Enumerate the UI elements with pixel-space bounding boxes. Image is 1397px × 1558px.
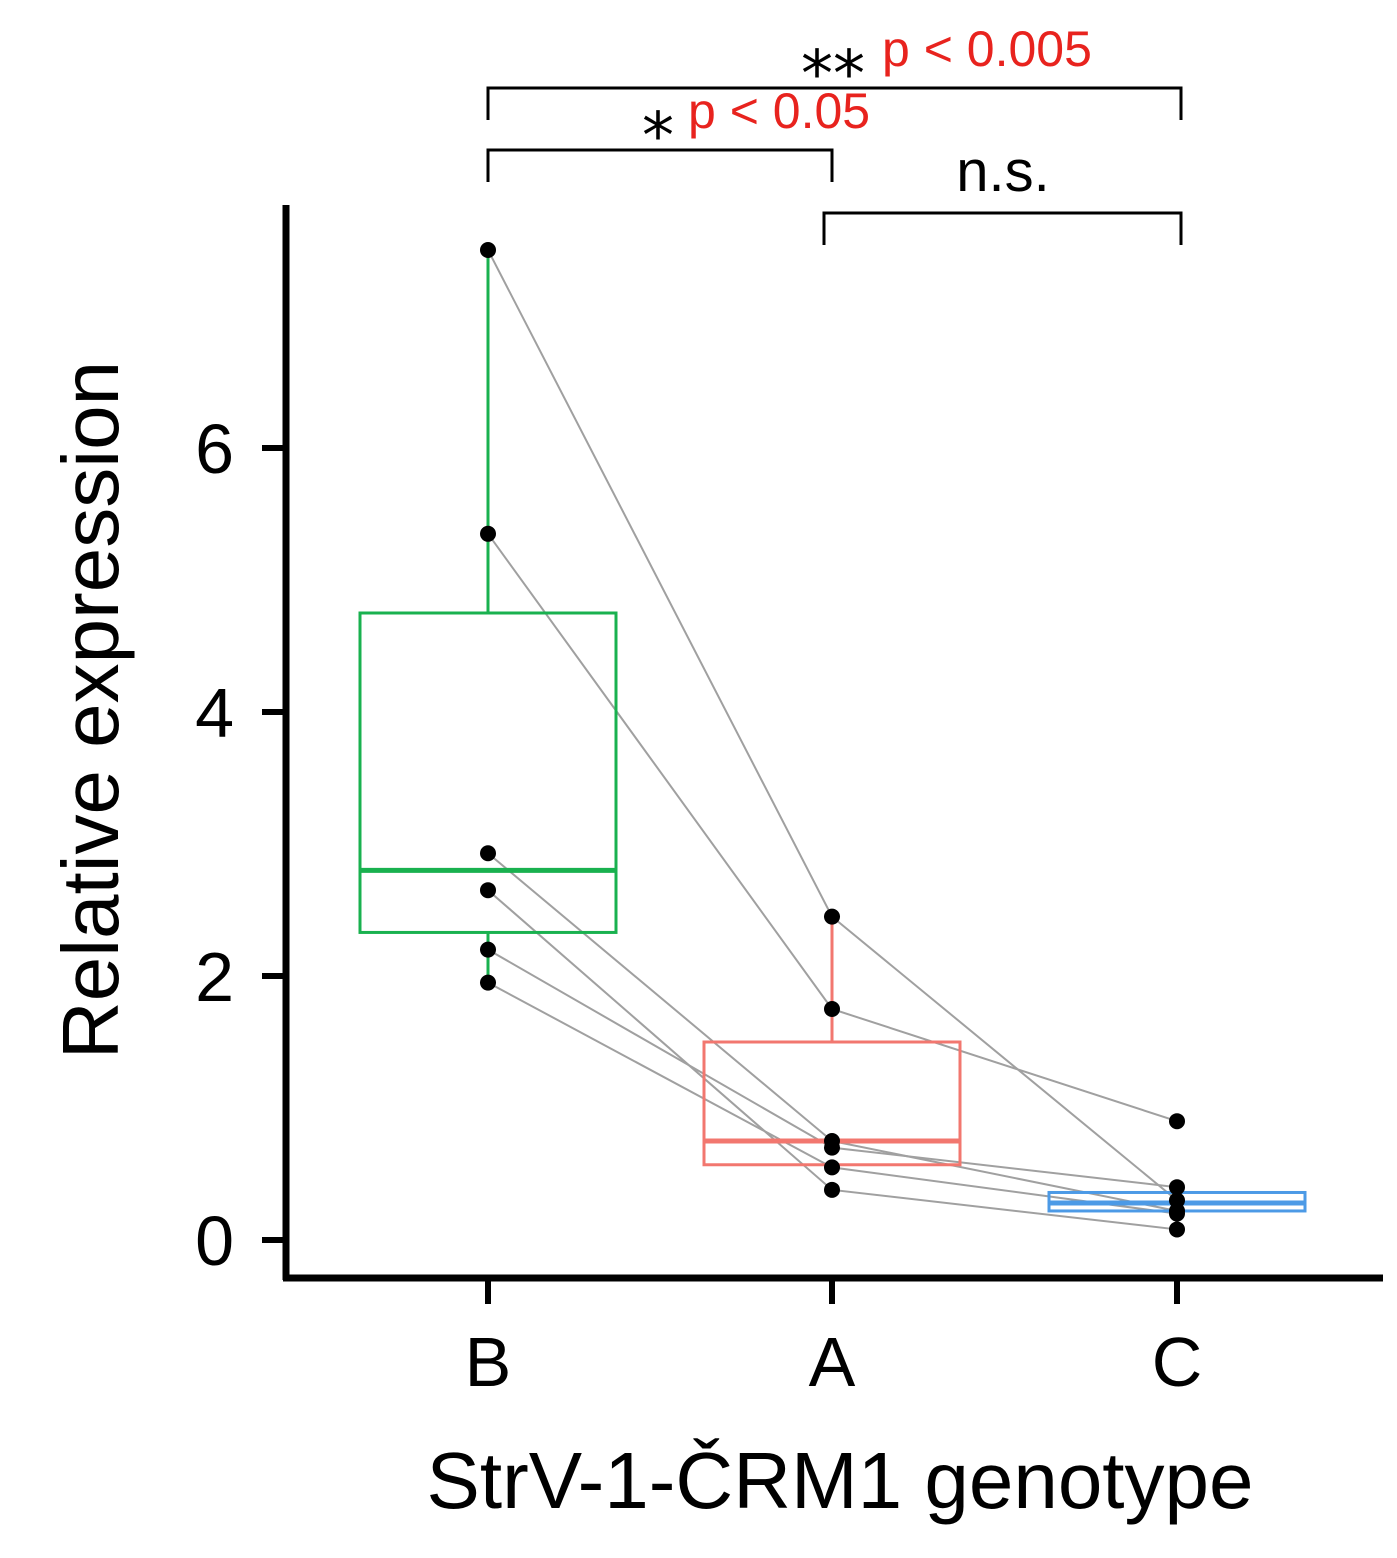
bracket-b-a-stars: * — [642, 100, 674, 174]
point-a-4 — [824, 1139, 840, 1156]
paired-lines-layer — [487, 249, 1178, 1231]
point-a-5 — [824, 1159, 840, 1176]
bracket-b-c-stars: ** — [801, 38, 865, 112]
points-layer — [480, 242, 1185, 1238]
paired-line-1 — [487, 249, 1178, 1202]
x-tick-label-c: C — [1152, 1323, 1203, 1401]
significance-layer: ** p < 0.005 * p < 0.05 n.s. — [486, 21, 1183, 245]
point-a-1 — [824, 908, 840, 925]
box-b — [358, 611, 618, 934]
point-c-1 — [1169, 1113, 1185, 1130]
x-axis-title: StrV-1-ČRM1 genotype — [426, 1436, 1253, 1525]
point-b-2 — [480, 525, 496, 542]
y-tick-label-6: 6 — [195, 410, 234, 488]
point-a-2 — [824, 1001, 840, 1017]
y-tick-label-2: 2 — [195, 938, 234, 1016]
bracket-b-c-p-value: p < 0.005 — [882, 21, 1092, 77]
x-tick-label-a: A — [809, 1323, 856, 1401]
y-tick-label-0: 0 — [195, 1202, 234, 1280]
point-b-5 — [480, 941, 496, 958]
boxes-layer — [358, 250, 1307, 1214]
point-c-5 — [1169, 1205, 1185, 1222]
point-c-2 — [1169, 1179, 1185, 1196]
bracket-b-c — [486, 86, 1183, 120]
point-b-6 — [480, 974, 496, 991]
point-b-3 — [480, 845, 496, 862]
bracket-b-a-p-value: p < 0.05 — [688, 83, 870, 139]
y-axis-title: Relative expression — [46, 361, 135, 1059]
bracket-b-a — [486, 148, 834, 182]
bracket-a-c — [822, 211, 1183, 245]
point-b-1 — [480, 242, 496, 258]
point-c-6 — [1169, 1221, 1185, 1238]
x-tick-label-b: B — [465, 1323, 512, 1401]
point-a-6 — [824, 1181, 840, 1198]
axes-layer: 0 2 4 6 B A C — [195, 205, 1383, 1401]
bracket-a-c-ns: n.s. — [956, 139, 1050, 204]
point-b-4 — [480, 882, 496, 899]
y-tick-label-4: 4 — [195, 674, 234, 752]
